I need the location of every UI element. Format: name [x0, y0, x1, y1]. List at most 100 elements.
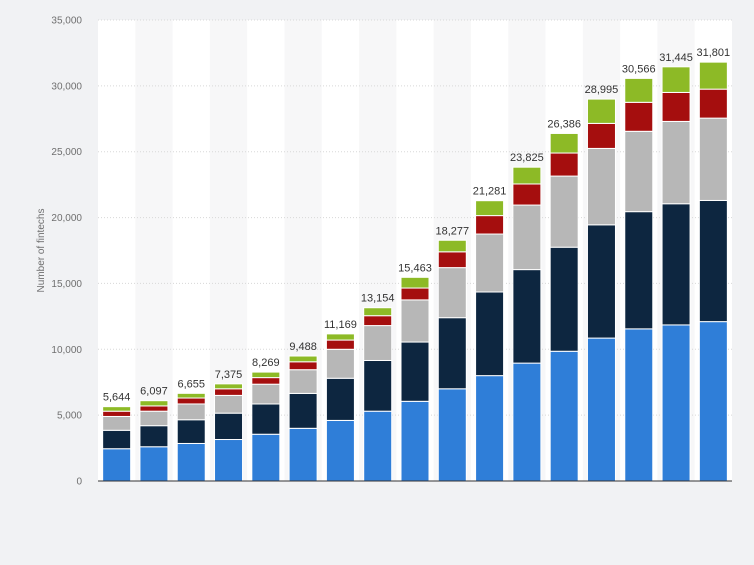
bar-segment[interactable]: [586, 98, 616, 124]
bar-segment[interactable]: [437, 317, 467, 390]
bar-total-label: 26,386: [547, 118, 581, 130]
bar-segment[interactable]: [251, 377, 281, 385]
bar-segment[interactable]: [475, 215, 505, 235]
bar-segment[interactable]: [288, 392, 318, 429]
bar-segment[interactable]: [512, 204, 542, 271]
bar-segment[interactable]: [698, 117, 728, 201]
bar-segment[interactable]: [400, 287, 430, 301]
bar-segment[interactable]: [288, 369, 318, 394]
bar-segment[interactable]: [549, 350, 579, 482]
bar-segment[interactable]: [102, 429, 132, 450]
bar-segment[interactable]: [475, 375, 505, 482]
bar-segment[interactable]: [214, 439, 244, 482]
bar-total-label: 23,825: [510, 152, 544, 164]
bar-segment[interactable]: [661, 203, 691, 326]
bar-total-label: 9,488: [289, 341, 317, 353]
bar-segment[interactable]: [251, 383, 281, 405]
bar-segment[interactable]: [214, 412, 244, 441]
bar-segment[interactable]: [400, 400, 430, 482]
bar-segment[interactable]: [549, 175, 579, 248]
bar-segment[interactable]: [102, 448, 132, 482]
bar-segment[interactable]: [475, 233, 505, 293]
bar-segment[interactable]: [698, 61, 728, 90]
bar-segment[interactable]: [698, 88, 728, 119]
bar-total-label: 21,281: [473, 186, 507, 198]
bar-segment[interactable]: [102, 415, 132, 431]
bar-segment[interactable]: [214, 394, 244, 414]
bar-segment[interactable]: [661, 120, 691, 205]
bar-segment[interactable]: [363, 325, 393, 361]
bar-segment[interactable]: [139, 400, 169, 407]
bar-segment[interactable]: [549, 152, 579, 177]
bar-segment[interactable]: [512, 183, 542, 206]
bar-segment[interactable]: [139, 446, 169, 482]
bar-segment[interactable]: [214, 388, 244, 396]
bar-segment[interactable]: [325, 419, 355, 482]
bar-segment[interactable]: [139, 410, 169, 427]
bar-segment[interactable]: [363, 315, 393, 327]
bar-total-label: 18,277: [435, 225, 469, 237]
bar-segment[interactable]: [475, 291, 505, 377]
bar-segment[interactable]: [661, 91, 691, 122]
bar-segment[interactable]: [437, 388, 467, 482]
bar-segment[interactable]: [512, 269, 542, 364]
bar-segment[interactable]: [325, 377, 355, 421]
bar-segment[interactable]: [288, 361, 318, 371]
bar-total-label: 5,644: [103, 392, 131, 404]
bar-segment[interactable]: [586, 122, 616, 149]
bar-segment[interactable]: [698, 321, 728, 482]
bar-segment[interactable]: [363, 359, 393, 412]
bar-segment[interactable]: [176, 397, 206, 405]
bar-segment[interactable]: [698, 199, 728, 323]
bar-segment[interactable]: [586, 147, 616, 226]
bar-segment[interactable]: [586, 224, 616, 339]
bar-segment[interactable]: [437, 239, 467, 253]
bar-segment[interactable]: [475, 200, 505, 217]
bar-total-label: 31,445: [659, 52, 693, 64]
bar-segment[interactable]: [549, 132, 579, 154]
bar-total-label: 13,154: [361, 293, 395, 305]
bar-segment[interactable]: [176, 442, 206, 482]
bar-segment[interactable]: [325, 348, 355, 379]
bar-segment[interactable]: [251, 433, 281, 482]
bar-segment[interactable]: [400, 341, 430, 402]
bar-segment[interactable]: [624, 101, 654, 132]
bar-total-label: 7,375: [215, 369, 243, 381]
bar-segment[interactable]: [325, 333, 355, 341]
bar-segment[interactable]: [176, 419, 206, 444]
bar-segment[interactable]: [363, 307, 393, 317]
bar-segment[interactable]: [586, 337, 616, 482]
bar-segment[interactable]: [624, 130, 654, 213]
bar-segment[interactable]: [251, 371, 281, 379]
bar-total-label: 30,566: [622, 63, 656, 75]
bar-total-label: 15,463: [398, 262, 432, 274]
bar-segment[interactable]: [512, 362, 542, 482]
bar-segment[interactable]: [325, 339, 355, 350]
bar-total-label: 6,655: [177, 378, 205, 390]
bar-segment[interactable]: [102, 410, 132, 417]
bar-segment[interactable]: [549, 246, 579, 352]
bar-segment[interactable]: [400, 299, 430, 343]
bar-segment[interactable]: [288, 427, 318, 482]
bar-segment[interactable]: [400, 276, 430, 289]
bar-segment[interactable]: [214, 383, 244, 390]
bar-segment[interactable]: [624, 328, 654, 482]
bar-total-label: 28,995: [585, 84, 619, 96]
bar-segment[interactable]: [661, 66, 691, 93]
bar-segment[interactable]: [176, 392, 206, 399]
bar-segment[interactable]: [437, 251, 467, 269]
bar-segment[interactable]: [512, 166, 542, 185]
bar-segment[interactable]: [624, 211, 654, 330]
bar-segment[interactable]: [363, 410, 393, 482]
bar-segment[interactable]: [251, 403, 281, 435]
bar-segment[interactable]: [437, 267, 467, 319]
bar-segment[interactable]: [102, 406, 132, 412]
bar-segment[interactable]: [624, 77, 654, 103]
bar-segment[interactable]: [139, 405, 169, 412]
y-axis-ticks: 0 5,000 10,000 15,000 20,000 25,000 30,000 35,0…: [51, 16, 82, 488]
bar-segment[interactable]: [661, 324, 691, 482]
bar-segment[interactable]: [176, 403, 206, 421]
bar-segment[interactable]: [288, 355, 318, 363]
bar-segment[interactable]: [139, 425, 169, 448]
y-tick-label: 35,000: [51, 16, 82, 27]
